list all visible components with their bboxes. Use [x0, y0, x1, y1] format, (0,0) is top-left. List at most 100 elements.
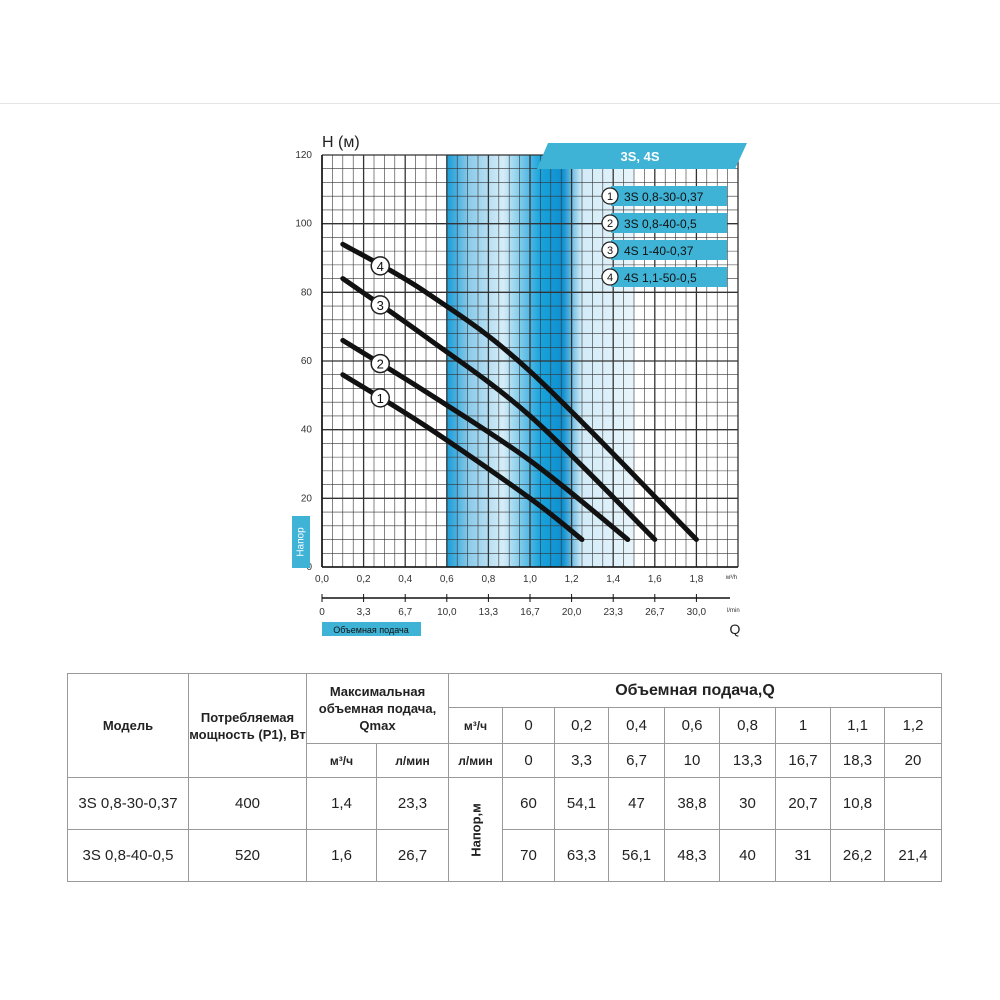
- q-lmin-cell: 13,3: [719, 743, 776, 778]
- qmax-lmin-cell: 23,3: [376, 777, 449, 830]
- x-axis-label: Объемная подача: [333, 625, 408, 635]
- x-tick-label-lmin: 3,3: [357, 607, 371, 618]
- head-cell: 21,4: [883, 829, 943, 882]
- legend-marker: [601, 268, 619, 286]
- legend-entry-bg: [611, 186, 727, 206]
- head-cell: 54,1: [554, 777, 609, 830]
- q-lmin-cell: 10: [664, 743, 720, 778]
- q-m3h-cell: 0: [502, 707, 555, 744]
- head-cell: 60: [502, 777, 555, 830]
- head-cell: 63,3: [554, 829, 609, 882]
- x-tick-label-lmin: 20,0: [562, 607, 582, 618]
- table-row: 3S 0,8-30-0,37 400 1,4 23,3 Напор,м 60 5…: [67, 777, 943, 882]
- curve-marker-1: [370, 388, 390, 408]
- q-lmin-cell: 20: [883, 743, 943, 778]
- legend-entry-label: 4S 1-40-0,37: [624, 244, 694, 258]
- q-m3h-cell: 1,2: [883, 707, 943, 744]
- legend-marker-label: 1: [607, 191, 613, 203]
- x-tick-label-m3h: 1,2: [565, 574, 579, 585]
- head-cell: 47: [608, 777, 665, 830]
- head-label-cell: Напор,м: [448, 777, 503, 882]
- model-cell: 3S 0,8-40-0,5: [67, 829, 189, 882]
- model-header: Модель: [67, 673, 189, 778]
- x-tick-label-m3h: 1,6: [648, 574, 662, 585]
- head-cell: 31: [775, 829, 831, 882]
- legend-entry-bg: [611, 240, 727, 260]
- curve-marker-label: 1: [377, 391, 384, 406]
- q-m3h-cell: 0,8: [719, 707, 776, 744]
- qmax-m3h-cell: 1,6: [306, 829, 377, 882]
- legend-marker-label: 4: [607, 272, 613, 284]
- qmax-unit-lmin: л/мин: [376, 743, 449, 778]
- q-m3h-cell: 0,2: [554, 707, 609, 744]
- legend-entry-bg: [611, 213, 727, 233]
- x-tick-label-m3h: 0,6: [440, 574, 454, 585]
- power-cell: 400: [188, 777, 307, 830]
- x-tick-label-m3h: 0,4: [398, 574, 412, 585]
- power-cell: 520: [188, 829, 307, 882]
- curve-marker-label: 4: [377, 259, 384, 274]
- y-tick-label: 20: [301, 493, 313, 504]
- x-unit-m3h: м³/h: [726, 575, 737, 581]
- head-label: Напор,м: [468, 802, 483, 857]
- pump-curve-4: [340, 241, 699, 543]
- x-tick-label-lmin: 0: [319, 607, 325, 618]
- x-tick-label-m3h: 0,0: [315, 574, 329, 585]
- x-unit-lmin: l/min: [727, 608, 740, 614]
- curve-marker-label: 2: [377, 357, 384, 372]
- y-label-box: [292, 516, 310, 568]
- title-banner: [537, 143, 747, 169]
- head-cell: 48,3: [664, 829, 720, 882]
- legend-marker: [601, 214, 619, 232]
- legend-entry-label: 3S 0,8-40-0,5: [624, 217, 697, 231]
- legend-entry-label: 4S 1,1-50-0,5: [624, 271, 697, 285]
- x-tick-label-m3h: 0,8: [481, 574, 495, 585]
- head-cell: 10,8: [830, 777, 885, 830]
- y-tick-label: 120: [295, 150, 312, 161]
- flow-header: Объемная подача,Q: [447, 673, 943, 708]
- q-m3h-cell: 1: [775, 707, 831, 744]
- q-lmin-cell: 0: [502, 743, 555, 778]
- head-cell: [883, 777, 943, 830]
- legend-marker: [601, 187, 619, 205]
- q-m3h-cell: 0,6: [664, 707, 720, 744]
- curve-marker-label: 3: [377, 298, 384, 313]
- q-lmin-cell: 16,7: [775, 743, 831, 778]
- x-tick-label-lmin: 10,0: [437, 607, 457, 618]
- head-cell: 30: [719, 777, 776, 830]
- qmax-unit-m3h: м³/ч: [306, 743, 377, 778]
- x-tick-label-m3h: 0,2: [357, 574, 371, 585]
- table-row: 3S 0,8-40-0,5 520 1,6 26,7 70 63,3 56,1 …: [67, 829, 943, 882]
- legend-entry-label: 3S 0,8-30-0,37: [624, 190, 704, 204]
- q-m3h-cell: 0,4: [608, 707, 665, 744]
- head-cell: 20,7: [775, 777, 831, 830]
- top-divider: [0, 103, 1000, 104]
- q-lmin-cell: 6,7: [608, 743, 665, 778]
- x-label-box: [322, 622, 421, 636]
- power-header: Потребляемая мощность (P1), Вт: [188, 673, 307, 778]
- legend-marker-label: 3: [607, 245, 613, 257]
- x-tick-label-m3h: 1,8: [689, 574, 703, 585]
- x-tick-label-lmin: 16,7: [520, 607, 540, 618]
- head-cell: 40: [719, 829, 776, 882]
- legend-marker: [601, 241, 619, 259]
- y-axis-title: H (м): [322, 134, 360, 151]
- x-tick-label-m3h: 1,4: [606, 574, 620, 585]
- x-axis-title: Q: [730, 621, 741, 637]
- y-tick-label: 60: [301, 356, 313, 367]
- legend-marker-label: 2: [607, 218, 613, 230]
- legend-entry-bg: [611, 267, 727, 287]
- q-lmin-cell: 3,3: [554, 743, 609, 778]
- x-tick-label-lmin: 26,7: [645, 607, 665, 618]
- x-tick-label-m3h: 1,0: [523, 574, 537, 585]
- q-lmin-cell: 18,3: [830, 743, 885, 778]
- chart-title: 3S, 4S: [620, 149, 659, 164]
- curve-marker-3: [370, 295, 390, 315]
- curve-marker-2: [370, 353, 390, 374]
- x-tick-label-lmin: 13,3: [479, 607, 499, 618]
- qmax-lmin-cell: 26,7: [376, 829, 449, 882]
- head-cell: 26,2: [830, 829, 885, 882]
- flow-unit-lmin: л/мин: [448, 743, 503, 778]
- head-cell: 38,8: [664, 777, 720, 830]
- q-m3h-cell: 1,1: [830, 707, 885, 744]
